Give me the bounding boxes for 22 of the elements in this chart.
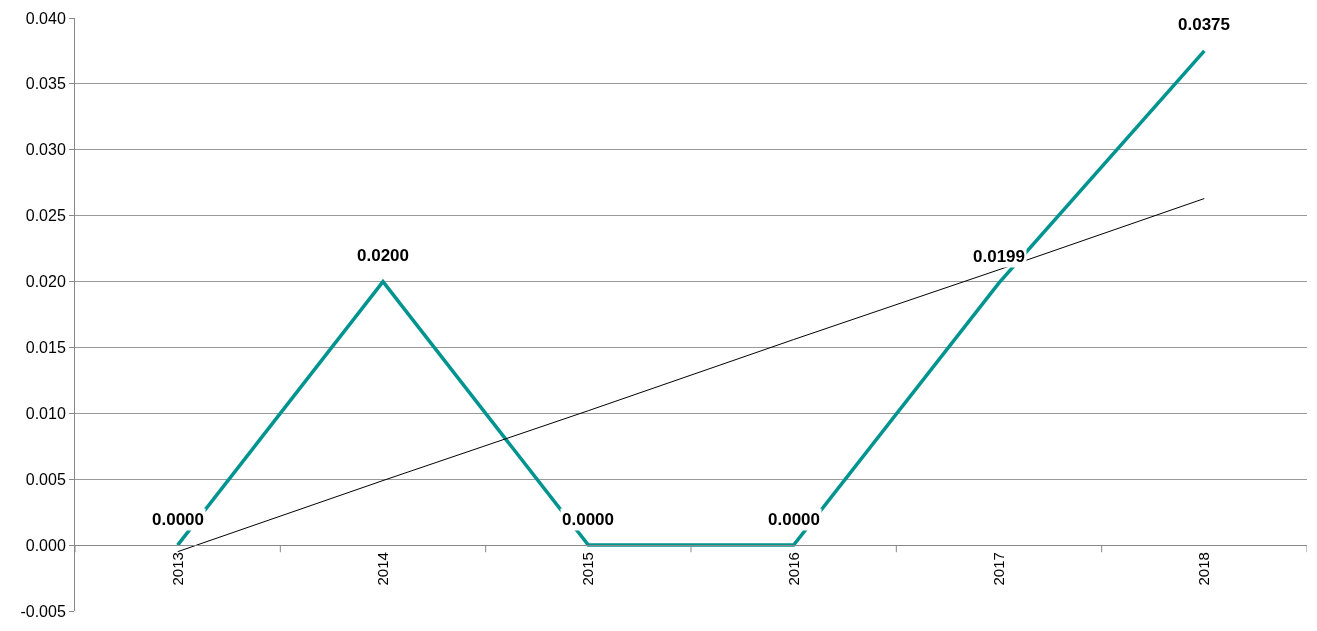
y-tick-label: 0.035 [25, 75, 66, 93]
y-tick-label: 0.005 [25, 470, 66, 488]
data-label: 0.0375 [1178, 15, 1230, 34]
data-label: 0.0000 [768, 510, 820, 529]
y-tick-label: 0.025 [25, 207, 66, 225]
y-tick-label: 0.040 [25, 9, 66, 27]
y-tick-label: 0.030 [25, 141, 66, 159]
x-tick-label: 2018 [1195, 552, 1213, 586]
y-tick-label: 0.000 [25, 536, 66, 554]
y-tick-label: 0.020 [25, 273, 66, 291]
data-label: 0.0200 [357, 246, 409, 265]
y-tick-label: 0.015 [25, 339, 66, 357]
y-tick-label: 0.010 [25, 404, 66, 422]
x-tick-label: 2016 [784, 552, 802, 586]
x-tick-label: 2015 [579, 552, 597, 586]
data-label: 0.0000 [152, 510, 204, 529]
x-tick-label: 2017 [989, 552, 1007, 586]
data-label: 0.0000 [562, 510, 614, 529]
x-tick-label: 2014 [373, 552, 391, 586]
data-label: 0.0199 [973, 247, 1025, 266]
x-tick-label: 2013 [168, 552, 186, 586]
y-tick-label: -0.005 [20, 602, 66, 620]
